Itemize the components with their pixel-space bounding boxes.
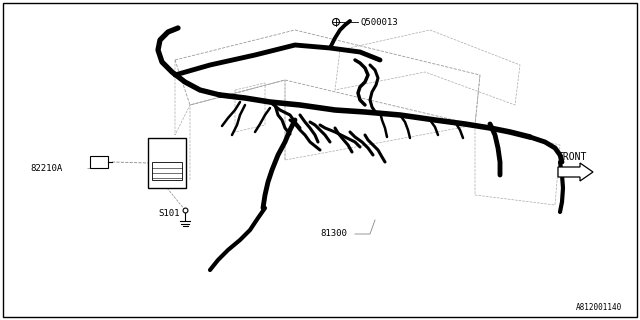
Text: Q500013: Q500013	[360, 18, 397, 27]
Text: S101: S101	[158, 209, 179, 218]
Bar	[90, 156, 108, 168]
Text: FRONT: FRONT	[558, 152, 588, 162]
Bar	[152, 162, 182, 180]
Polygon shape	[558, 163, 593, 181]
Text: A812001140: A812001140	[576, 303, 622, 313]
Text: 81300: 81300	[320, 229, 347, 238]
Bar	[148, 138, 186, 188]
Text: 82210A: 82210A	[30, 164, 62, 172]
